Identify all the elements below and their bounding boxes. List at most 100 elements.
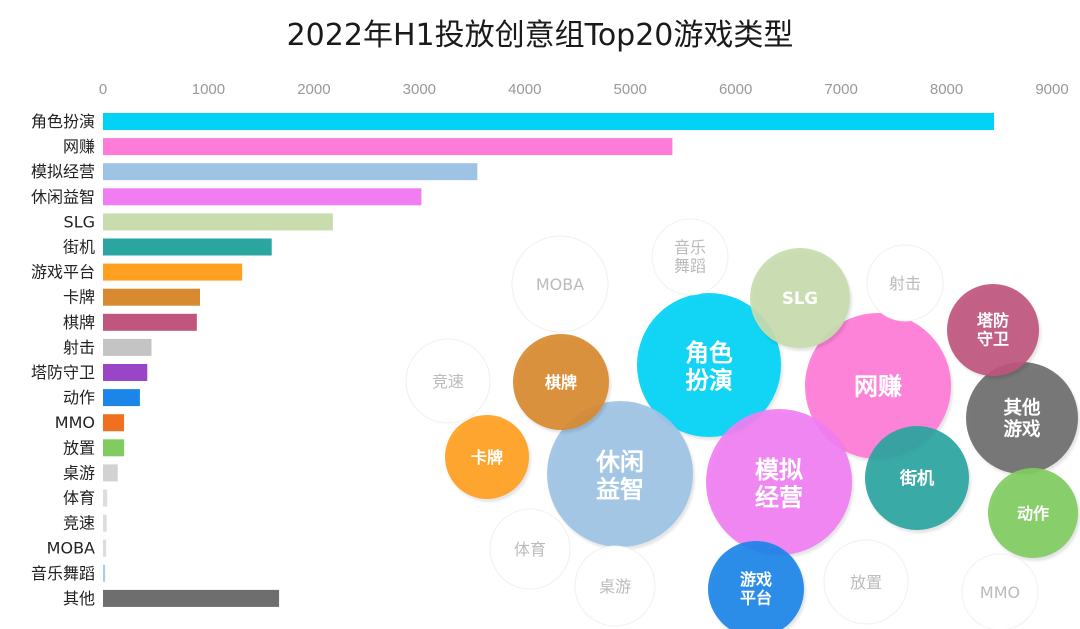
- bubble-circle: [651, 218, 729, 296]
- category-label: 模拟经营: [31, 162, 95, 181]
- bar: [103, 213, 333, 231]
- bubble: 体育: [489, 508, 571, 590]
- bubble-label: MMO: [980, 583, 1020, 602]
- bar: [103, 589, 280, 607]
- bubble-circle: [966, 362, 1078, 474]
- category-label: 放置: [63, 438, 95, 457]
- bubble-circle: [511, 235, 609, 333]
- bar: [103, 564, 106, 582]
- x-tick-label: 1000: [192, 81, 225, 98]
- x-axis: 0 1000 2000 3000 4000 5000 6000 7000 8000 9000: [99, 81, 1069, 98]
- bubble-label: 桌游: [599, 577, 631, 596]
- bubble-label: 塔防守卫: [977, 311, 1009, 348]
- x-tick-label: 9000: [1035, 81, 1068, 98]
- bar: [103, 414, 125, 432]
- bubble-circle: [866, 244, 944, 322]
- category-label: 动作: [63, 388, 95, 407]
- category-label: 音乐舞蹈: [31, 564, 95, 583]
- bubble-label: 角色扮演: [685, 339, 733, 394]
- bubble: 射击: [866, 244, 944, 322]
- bubble-label: 游戏平台: [740, 570, 772, 607]
- bubble: 桌游: [574, 545, 656, 627]
- bubble-label: 音乐舞蹈: [674, 238, 706, 275]
- bubble-cloud: 角色扮演网赚模拟经营 休闲益智 SLG 街机 其他游戏 塔防守卫棋牌卡牌游戏平台 动作 MOB…: [405, 218, 1080, 629]
- category-label: 角色扮演: [31, 112, 95, 131]
- category-label: 棋牌: [63, 313, 95, 332]
- bar: [103, 138, 673, 156]
- bubble-circle: [823, 539, 909, 625]
- bar: [103, 188, 422, 206]
- bubble-circle: [961, 553, 1039, 629]
- bubble: 动作: [988, 468, 1080, 561]
- bubble: 音乐舞蹈: [651, 218, 729, 296]
- bubble: 游戏平台: [708, 541, 806, 629]
- bubble-circle: [805, 313, 951, 459]
- bubble: 模拟经营: [706, 409, 854, 558]
- x-tick-label: 0: [99, 81, 107, 98]
- bar: [103, 389, 140, 407]
- category-label: 竞速: [63, 514, 95, 533]
- category-label: 射击: [63, 338, 95, 357]
- bubble: 网赚: [805, 313, 953, 462]
- bubble: 卡牌: [445, 415, 531, 502]
- bubble-circle: [445, 415, 529, 499]
- bubble-label: 卡牌: [471, 448, 503, 467]
- bubble: 棋牌: [513, 334, 611, 433]
- bubble-label: 竞速: [432, 372, 464, 391]
- bubble-label: 动作: [1017, 504, 1049, 523]
- bubble-label: 模拟经营: [755, 456, 803, 512]
- bubble-circle: [405, 338, 491, 424]
- bubble: 休闲益智: [547, 401, 695, 550]
- bubble-label: MOBA: [536, 275, 584, 294]
- category-label: 塔防守卫: [31, 363, 95, 382]
- x-tick-label: 6000: [719, 81, 752, 98]
- bar: [103, 338, 152, 356]
- bubble: MOBA: [511, 235, 609, 333]
- category-label: SLG: [64, 212, 95, 231]
- bubble: 放置: [823, 539, 909, 625]
- bubble: 街机: [865, 426, 971, 533]
- x-tick-label: 8000: [930, 81, 963, 98]
- bar: [103, 464, 118, 482]
- category-label: 体育: [63, 489, 95, 508]
- bar: [103, 113, 995, 130]
- category-label: MOBA: [47, 539, 95, 558]
- bubble-circle: [708, 541, 804, 629]
- bubble-circle: [637, 293, 781, 437]
- bubble-label: 体育: [514, 540, 546, 559]
- bar: [103, 439, 125, 457]
- bubble-label: 休闲益智: [595, 448, 644, 504]
- bubble-circle: [513, 334, 609, 430]
- bar: [103, 163, 478, 181]
- bubble-label: 射击: [889, 274, 921, 293]
- bar: [103, 364, 148, 381]
- x-tick-label: 2000: [297, 81, 330, 98]
- bubble-label: 街机: [899, 468, 935, 489]
- bubble: SLG: [750, 248, 852, 351]
- bubble-circle: [947, 284, 1039, 376]
- category-label: 休闲益智: [31, 187, 95, 206]
- bubble-circle: [988, 468, 1078, 558]
- category-label: 桌游: [63, 463, 95, 482]
- category-label: 游戏平台: [31, 263, 95, 282]
- bubble-label: 网赚: [854, 373, 902, 401]
- bubble-label: SLG: [782, 289, 818, 308]
- bubble-circle: [489, 508, 571, 590]
- x-tick-label: 3000: [403, 81, 436, 98]
- bubble-circle: [865, 426, 969, 530]
- x-tick-label: 5000: [614, 81, 647, 98]
- bubble-label: 棋牌: [545, 373, 577, 392]
- chart-title: 2022年H1投放创意组Top20游戏类型: [286, 18, 794, 53]
- bubble-label: 放置: [850, 573, 882, 592]
- bubble-circle: [750, 248, 850, 348]
- bar-series: [103, 113, 995, 607]
- x-tick-label: 4000: [508, 81, 541, 98]
- x-tick-label: 7000: [824, 81, 857, 98]
- bar: [103, 238, 272, 256]
- bubble-circle: [547, 401, 693, 547]
- bar: [103, 514, 107, 532]
- category-label: 网赚: [63, 137, 95, 156]
- bubble: 其他游戏: [966, 362, 1080, 477]
